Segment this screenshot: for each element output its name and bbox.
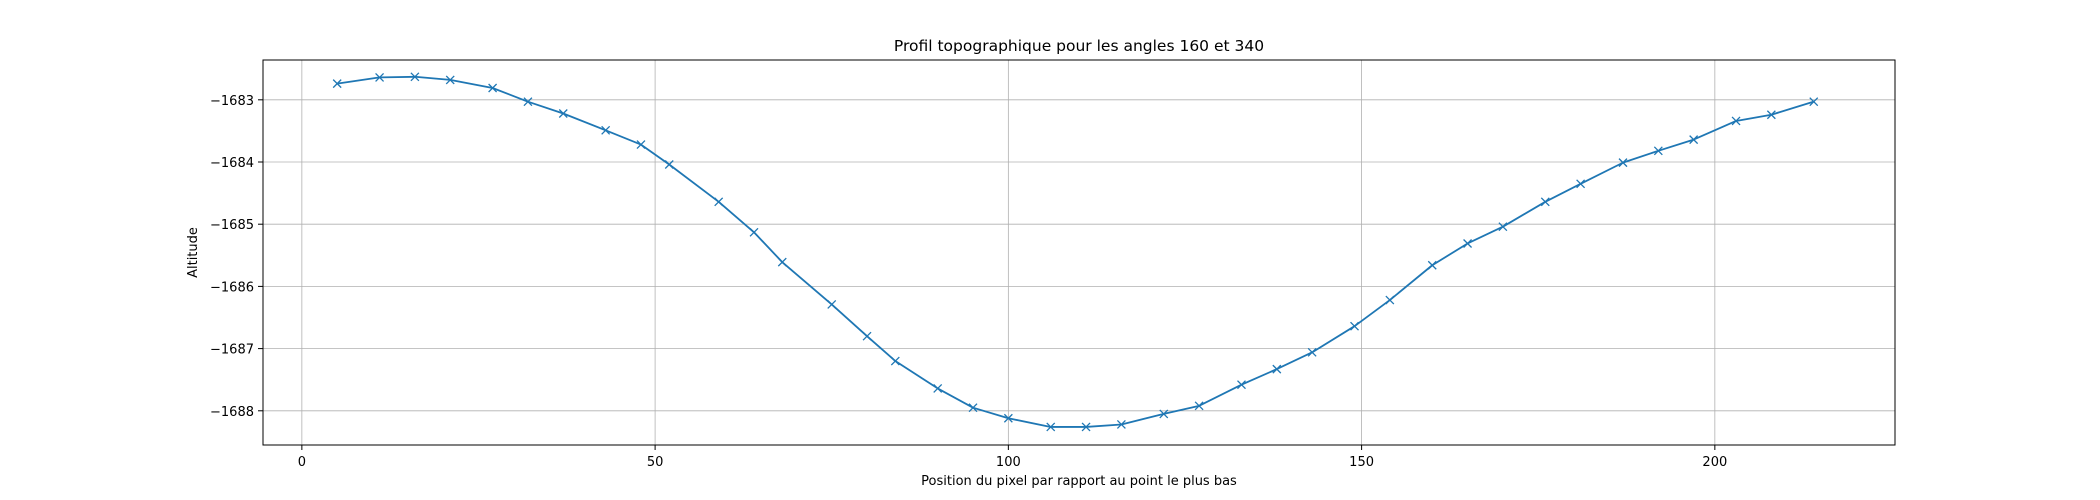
data-point-marker — [1689, 135, 1699, 145]
x-tick-label: 100 — [996, 455, 1021, 470]
data-point-marker — [1540, 197, 1550, 207]
data-point-marker — [968, 403, 978, 413]
data-point-marker — [1350, 321, 1359, 331]
data-point-marker — [933, 383, 943, 393]
data-point-marker — [1159, 409, 1169, 419]
y-tick-label: −1684 — [210, 156, 254, 171]
data-point-marker — [445, 75, 455, 85]
data-point-marker — [1653, 146, 1663, 156]
x-tick-label: 150 — [1349, 455, 1374, 470]
data-point-marker — [375, 72, 385, 82]
data-point-marker — [1307, 347, 1317, 357]
y-axis-label: Altitude — [186, 227, 201, 278]
y-tick-label: −1686 — [210, 280, 254, 295]
data-point-marker — [1731, 116, 1741, 126]
data-point-marker — [1116, 420, 1126, 429]
series-line — [337, 75, 1815, 428]
y-tick-label: −1685 — [210, 218, 254, 233]
data-point-marker — [1003, 413, 1013, 423]
data-point-marker — [332, 79, 342, 89]
y-tick-label: −1683 — [210, 94, 254, 109]
y-tick-label: −1688 — [210, 405, 254, 420]
series-layer — [332, 72, 1819, 432]
data-point-marker — [1463, 239, 1473, 248]
data-point-marker — [1618, 158, 1628, 168]
data-point-marker — [1385, 295, 1395, 305]
data-point-marker — [1427, 260, 1437, 270]
data-point-marker — [827, 299, 837, 309]
data-point-marker — [1809, 97, 1819, 107]
data-point-marker — [1272, 364, 1282, 374]
data-point-marker — [1498, 222, 1508, 232]
data-point-marker — [890, 356, 900, 366]
data-point-marker — [1576, 179, 1586, 189]
data-point-marker — [749, 227, 759, 237]
data-point-marker — [714, 197, 724, 207]
axis-ticks: 0 50 100 150 200 −1688 −1687 −1686 −1685 −1684 −16… — [210, 94, 1727, 470]
x-tick-label: 0 — [298, 455, 306, 470]
data-point-marker — [1237, 380, 1246, 390]
x-axis-label: Position du pixel par rapport au point l… — [921, 474, 1237, 489]
data-point-marker — [601, 125, 611, 135]
x-tick-label: 50 — [647, 455, 664, 470]
data-point-marker — [1194, 401, 1204, 411]
data-point-marker — [1046, 422, 1056, 432]
data-point-marker — [1766, 110, 1776, 120]
data-point-marker — [523, 97, 533, 107]
data-point-marker — [488, 83, 498, 93]
data-point-marker — [862, 331, 872, 341]
data-point-marker — [636, 140, 646, 150]
data-point-marker — [558, 109, 568, 118]
x-tick-label: 200 — [1702, 455, 1727, 470]
plot-frame — [262, 59, 1896, 446]
y-tick-label: −1687 — [210, 343, 254, 358]
data-point-marker — [410, 72, 420, 82]
data-point-marker — [777, 257, 787, 267]
data-point-marker — [664, 160, 674, 169]
data-point-marker — [1081, 422, 1091, 432]
chart-title: Profil topographique pour les angles 160… — [894, 37, 1264, 55]
